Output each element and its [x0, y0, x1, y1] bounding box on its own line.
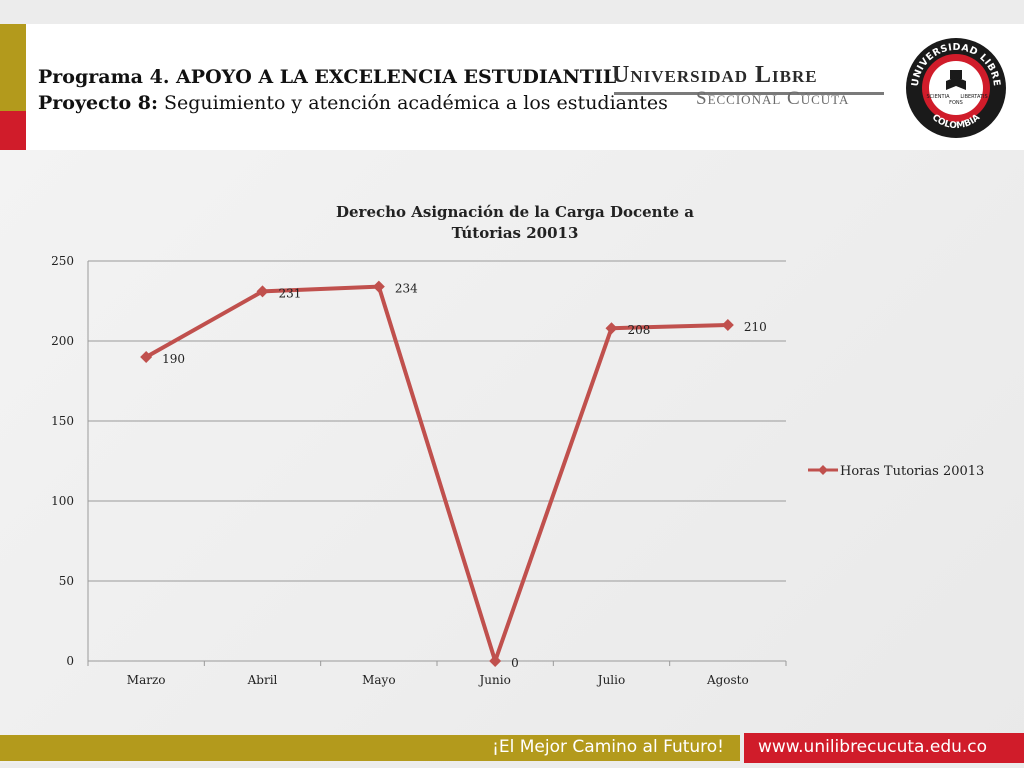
project-title: Proyecto 8: Seguimiento y atención acadé…	[38, 92, 668, 114]
program-title: Programa 4. APOYO A LA EXCELENCIA ESTUDI…	[38, 66, 617, 88]
data-point-marker	[372, 280, 385, 293]
data-label: 234	[395, 282, 418, 296]
university-divider	[614, 92, 884, 95]
x-tick-label: Abril	[247, 673, 278, 687]
header-red-accent	[0, 111, 26, 150]
project-prefix: Proyecto 8:	[38, 92, 158, 114]
university-subtitle: Seccional Cúcuta	[696, 88, 850, 109]
svg-text:FONS: FONS	[949, 100, 963, 106]
header-gold-accent	[0, 24, 26, 111]
data-point-marker	[256, 285, 269, 298]
data-point-marker	[605, 322, 618, 335]
data-point-marker	[489, 655, 502, 667]
project-text: Seguimiento y atención académica a los e…	[157, 92, 668, 114]
chart-title: Derecho Asignación de la Carga Docente a…	[290, 202, 740, 244]
x-tick-label: Mayo	[362, 673, 395, 687]
legend-marker	[818, 465, 828, 475]
footer-slogan: ¡El Mejor Camino al Futuro!	[492, 737, 724, 757]
x-tick-label: Junio	[477, 673, 510, 687]
y-tick-label: 150	[51, 414, 74, 428]
x-tick-label: Julio	[596, 673, 625, 687]
footer-gold-bar	[0, 735, 740, 761]
legend-label: Horas Tutorias 20013	[840, 464, 984, 479]
y-tick-label: 0	[66, 654, 74, 668]
footer-url-link[interactable]: www.unilibrecucuta.edu.co	[758, 737, 988, 757]
chart-title-line-1: Derecho Asignación de la Carga Docente a	[335, 203, 694, 221]
svg-text:SCIENTIA: SCIENTIA	[927, 94, 951, 100]
data-label: 190	[162, 352, 185, 366]
svg-text:LIBERTATIS: LIBERTATIS	[960, 94, 987, 100]
university-seal-logo: UNIVERSIDAD LIBRE COLOMBIA SCIENTIA FONS…	[903, 35, 1009, 141]
x-tick-label: Agosto	[706, 673, 749, 687]
university-name: Universidad Libre	[612, 62, 818, 88]
x-tick-label: Marzo	[127, 673, 166, 687]
data-label: 0	[511, 656, 519, 670]
data-point-marker	[721, 319, 734, 331]
line-chart: 0 50 100 150 200 250 Marzo Abril Mayo Junio Julio A…	[51, 254, 984, 687]
bottom-strip	[0, 763, 1024, 768]
y-tick-label: 250	[51, 254, 74, 268]
data-label: 231	[279, 286, 302, 300]
y-tick-label: 100	[51, 494, 74, 508]
data-point-marker	[140, 351, 153, 363]
header	[0, 24, 1024, 150]
chart-area: Derecho Asignación de la Carga Docente a…	[0, 150, 1024, 730]
y-tick-label: 200	[51, 334, 74, 348]
data-label: 210	[744, 320, 767, 334]
chart-title-line-2: Tútorias 20013	[451, 224, 579, 242]
footer-red-bar	[744, 733, 1024, 763]
data-label: 208	[628, 323, 651, 337]
series-line	[145, 284, 728, 663]
top-strip	[0, 0, 1024, 24]
y-tick-label: 50	[59, 574, 74, 588]
